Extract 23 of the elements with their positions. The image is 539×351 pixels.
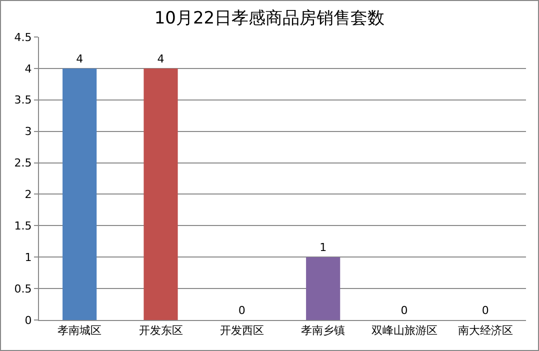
data-label: 0 bbox=[238, 304, 246, 317]
y-tick-label: 4 bbox=[24, 62, 32, 76]
y-tick-label: 3.5 bbox=[14, 94, 32, 107]
y-tick-label: 2 bbox=[24, 188, 32, 202]
y-tick-label: 4.5 bbox=[14, 30, 32, 44]
data-label: 4 bbox=[76, 52, 84, 66]
y-tick-label: 0 bbox=[24, 314, 32, 327]
x-tick-label: 双峰山旅游区 bbox=[371, 324, 438, 338]
y-tick-label: 3 bbox=[24, 125, 32, 138]
chart-title: 10月22日孝感商品房销售套数 bbox=[154, 8, 385, 28]
data-label: 1 bbox=[320, 241, 327, 254]
data-label: 0 bbox=[400, 304, 408, 317]
y-tick-label: 1.5 bbox=[14, 220, 32, 233]
x-tick-label: 南大经济区 bbox=[458, 324, 513, 338]
x-tick-label: 开发东区 bbox=[138, 324, 183, 338]
y-tick-label: 1 bbox=[24, 250, 32, 264]
y-tick-label: 0.5 bbox=[14, 282, 32, 296]
y-tick-label: 2.5 bbox=[14, 156, 32, 170]
data-label: 4 bbox=[157, 52, 164, 66]
x-tick-label: 开发西区 bbox=[220, 324, 264, 338]
x-tick-label: 孝南乡镇 bbox=[301, 324, 346, 338]
data-label: 0 bbox=[482, 304, 489, 317]
x-tick-label: 孝南城区 bbox=[58, 324, 102, 338]
